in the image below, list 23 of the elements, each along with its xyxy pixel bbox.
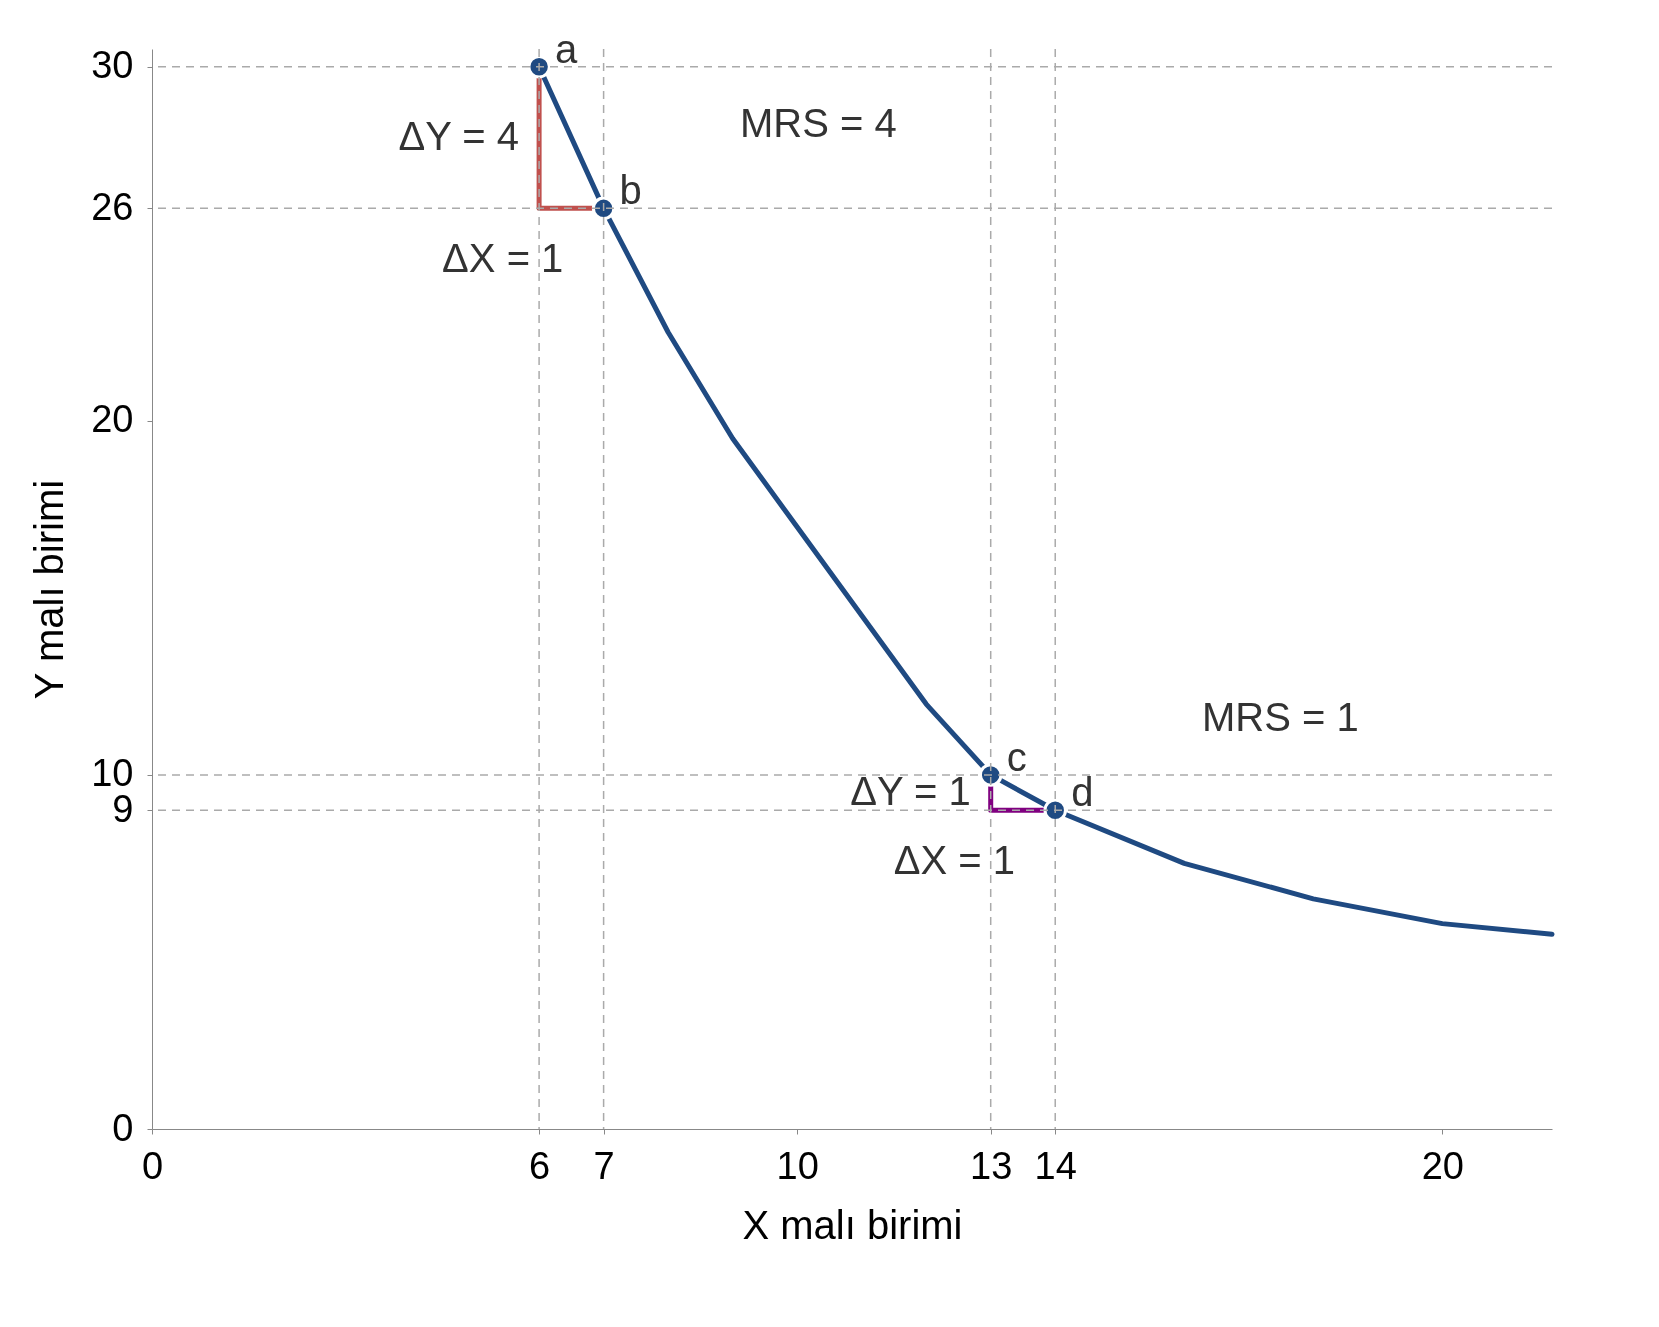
y-tick-label: 26 <box>91 185 134 228</box>
x-tick-label: 6 <box>529 1144 551 1187</box>
annotation: c <box>1006 734 1027 779</box>
x-tick-label: 0 <box>141 1144 164 1187</box>
annotation: MRS = 1 <box>1202 694 1359 739</box>
annotation: d <box>1071 770 1094 815</box>
annotation: ΔY = 1 <box>850 768 971 813</box>
annotation: b <box>619 168 642 213</box>
annotation: a <box>555 26 579 71</box>
annotation: ΔX = 1 <box>442 236 564 281</box>
x-tick-label: 7 <box>593 1144 615 1187</box>
annotation: MRS = 4 <box>740 100 897 145</box>
x-tick-label: 10 <box>776 1144 819 1187</box>
annotation: ΔY = 4 <box>398 113 520 158</box>
y-tick-label: 20 <box>91 398 134 441</box>
annotation: ΔX = 1 <box>893 838 1015 883</box>
x-axis-title: X malı birimi <box>742 1202 963 1247</box>
x-tick-label: 14 <box>1034 1144 1077 1187</box>
y-tick-label: 30 <box>91 44 134 87</box>
x-tick-label: 20 <box>1421 1144 1464 1187</box>
y-axis-title: Y malı birimi <box>27 479 72 700</box>
x-tick-label: 13 <box>970 1144 1013 1187</box>
y-tick-label: 0 <box>112 1106 134 1149</box>
